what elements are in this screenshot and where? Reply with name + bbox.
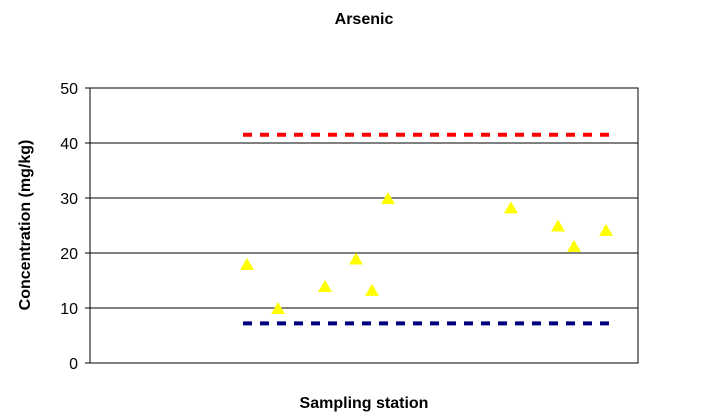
- y-tick-label-0: 0: [69, 356, 78, 373]
- data-point-6: [381, 192, 395, 204]
- gridlines: [90, 87, 638, 309]
- data-point-10: [599, 223, 613, 236]
- chart-title: Arsenic: [335, 11, 394, 28]
- y-tick-label-30: 30: [60, 191, 78, 208]
- y-axis-ticks: 0 10 20 30 40 50: [60, 81, 90, 373]
- y-axis-label: Concentration (mg/kg): [17, 140, 34, 311]
- y-tick-label-20: 20: [60, 246, 78, 263]
- x-axis-label: Sampling station: [300, 395, 429, 412]
- data-point-7: [504, 201, 518, 214]
- data-point-4: [349, 252, 363, 265]
- y-tick-label-10: 10: [60, 301, 78, 318]
- y-tick-label-40: 40: [60, 136, 78, 153]
- data-points: [240, 192, 613, 314]
- y-tick-label-50: 50: [60, 81, 78, 98]
- data-point-1: [240, 258, 254, 270]
- data-point-8: [551, 219, 565, 232]
- data-point-2: [271, 302, 285, 314]
- data-point-5: [365, 283, 379, 296]
- data-point-3: [318, 280, 332, 292]
- data-point-9: [567, 239, 581, 252]
